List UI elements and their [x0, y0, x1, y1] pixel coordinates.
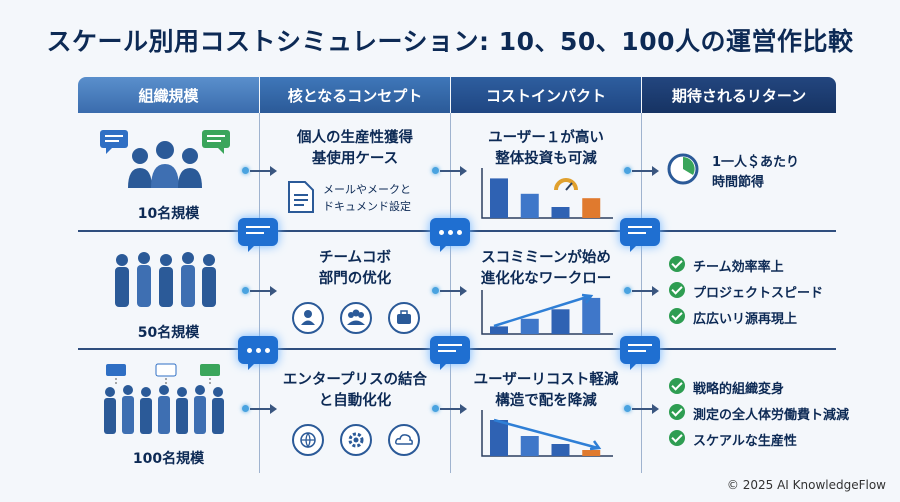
column-divider	[450, 113, 451, 473]
large-team-people-icon	[104, 363, 224, 434]
briefcase-icon	[388, 302, 420, 334]
connector-arrow	[250, 166, 277, 176]
concept-detail: メールやメークと ドキュメンド設定	[323, 183, 411, 213]
connector-arrow	[250, 404, 277, 414]
header-return: 期待されるリターン	[642, 77, 836, 113]
copyright-footer: © 2025 AI KnowledgeFlow	[726, 478, 886, 492]
return-item: プロジェクトスピード	[693, 286, 824, 301]
globe-icon	[292, 424, 324, 456]
connector-arrow	[632, 404, 659, 414]
cost-bar	[582, 198, 601, 218]
header-cost: コストインパクト	[451, 77, 641, 113]
connector-arrow	[632, 286, 659, 296]
return-item: チーム効率率上	[693, 260, 784, 275]
check-icon	[669, 308, 685, 324]
chat-bubble-icon	[620, 218, 660, 252]
clock-icon	[667, 153, 699, 185]
cost-bar	[520, 193, 539, 218]
return-item: 測定の全人体労働費ト減減	[693, 408, 850, 423]
org-size-label: 10名規模	[137, 206, 200, 222]
cost-bar	[490, 326, 508, 334]
return-item: 広広いリ源再現上	[693, 312, 798, 327]
cost-bar	[551, 309, 570, 334]
connector-dot	[242, 405, 249, 412]
cost-title: ユーザー１が高い 整体投資も可減	[488, 130, 604, 167]
connector-arrow	[440, 286, 467, 296]
connector-dot	[432, 167, 439, 174]
check-icon	[669, 378, 685, 394]
page-title: スケール別用コストシミュレーション: 10、50、100人の運営作比較	[46, 27, 854, 56]
org-size-label: 100名規模	[132, 451, 205, 467]
check-icon	[669, 430, 685, 446]
chat-bubble-icon	[620, 336, 660, 370]
cost-title: ユーザーリコスト軽減 構造で配を降減	[473, 372, 619, 409]
connector-arrow	[440, 404, 467, 414]
cost-title: スコミミーンが始め 進化化なワークロー	[480, 250, 612, 287]
gauge-icon	[554, 178, 578, 191]
trend-arrow	[493, 293, 594, 328]
connector-arrow	[632, 166, 659, 176]
return-item: スケアルな生産性	[693, 434, 797, 449]
gear-icon	[340, 424, 372, 456]
connector-arrow	[250, 286, 277, 296]
connector-dot	[432, 287, 439, 294]
document-icon	[288, 181, 314, 213]
connector-dot	[242, 167, 249, 174]
concept-title: チームコボ 部門の优化	[318, 250, 392, 287]
return-text: 1一人＄あたり 時間節得	[712, 155, 800, 190]
cost-bar	[582, 450, 601, 456]
cost-bar-chart	[481, 168, 613, 219]
header-concept: 核となるコンセプト	[260, 77, 450, 113]
chat-bubble-icon	[430, 336, 470, 370]
cost-bar	[490, 420, 508, 456]
chat-bubble-icon	[238, 336, 278, 370]
return-item: 戦略的組織変身	[693, 382, 785, 397]
small-team-people-icon	[100, 130, 230, 188]
gauge-needle	[565, 182, 573, 191]
trend-arrow	[493, 418, 602, 451]
user-icon	[292, 302, 324, 334]
connector-dot	[432, 405, 439, 412]
connector-dot	[624, 405, 631, 412]
concept-title: エンタープリスの結合 と自動化化	[282, 372, 428, 409]
concept-title: 個人の生産性獲得 基使用ケース	[297, 130, 413, 167]
check-icon	[669, 282, 685, 298]
column-divider	[641, 113, 642, 473]
header-org-size: 組織規模	[78, 77, 259, 113]
cost-bar	[520, 436, 539, 456]
cost-bar	[520, 318, 539, 334]
team-icon	[340, 302, 372, 334]
cost-bar	[582, 297, 601, 334]
org-size-label: 50名規模	[137, 325, 200, 341]
connector-dot	[624, 287, 631, 294]
cloud-icon	[388, 424, 420, 456]
column-divider	[259, 113, 260, 473]
cost-bar	[490, 178, 508, 218]
cost-bar	[551, 207, 570, 218]
connector-dot	[624, 167, 631, 174]
cost-bar	[551, 444, 570, 456]
chat-bubble-icon	[430, 218, 470, 252]
check-icon	[669, 256, 685, 272]
cost-bar-chart	[481, 290, 613, 335]
mid-team-people-icon	[115, 252, 216, 307]
connector-dot	[242, 287, 249, 294]
cost-bar-chart	[481, 410, 613, 457]
check-icon	[669, 404, 685, 420]
chat-bubble-icon	[238, 218, 278, 252]
connector-arrow	[440, 166, 467, 176]
